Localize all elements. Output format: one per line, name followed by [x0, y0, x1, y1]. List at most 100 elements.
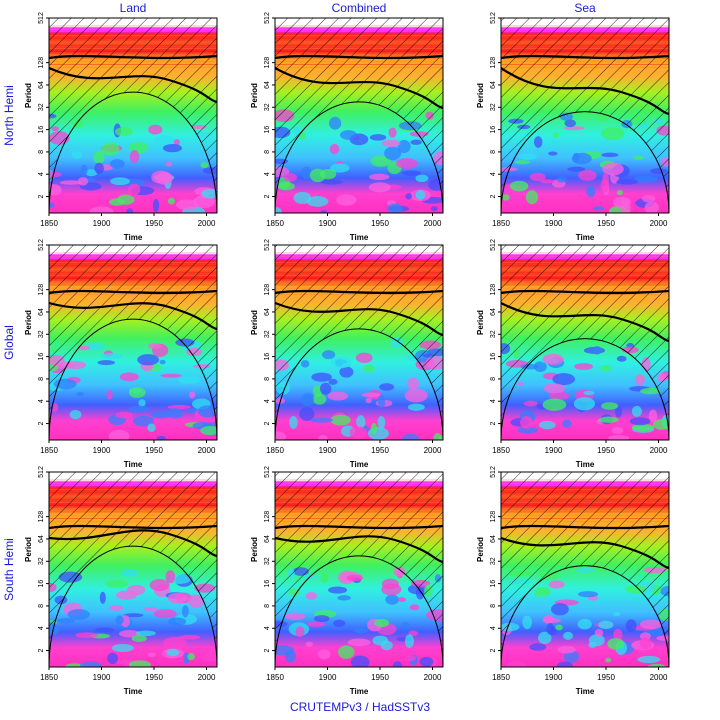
y-tick-label: 64 — [38, 81, 45, 89]
y-tick-label: 32 — [264, 557, 271, 565]
power-blob — [506, 661, 527, 667]
power-blob — [631, 405, 642, 417]
x-tick-label: 2000 — [198, 219, 216, 228]
y-axis-label: Period — [476, 310, 485, 335]
power-blob — [415, 174, 429, 183]
row-title: North Hemi — [2, 85, 16, 146]
y-tick-label: 64 — [264, 308, 271, 316]
x-tick-label: 2000 — [424, 446, 442, 455]
power-blob — [362, 364, 375, 373]
power-blob — [159, 359, 166, 365]
power-blob — [575, 567, 596, 573]
power-blob — [410, 139, 422, 145]
power-blob — [548, 151, 558, 156]
plot-frame — [274, 17, 444, 214]
plot-frame — [500, 244, 670, 441]
power-blob — [634, 175, 658, 183]
power-blob — [97, 360, 116, 366]
power-blob — [516, 381, 525, 387]
power-blob — [419, 656, 434, 667]
x-tick-label: 1900 — [93, 673, 111, 682]
power-blob — [616, 355, 627, 362]
x-tick-label: 2000 — [198, 673, 216, 682]
x-tick-label: 1900 — [545, 673, 563, 682]
power-blob — [388, 127, 397, 138]
power-blob — [311, 372, 332, 382]
power-blob — [135, 630, 156, 637]
power-blob — [601, 152, 619, 158]
power-blob — [542, 353, 564, 365]
power-blob — [556, 661, 573, 667]
plot-frame — [274, 244, 444, 441]
power-blob — [320, 209, 328, 213]
plot-frame — [274, 471, 444, 668]
power-blob — [187, 653, 195, 661]
y-tick-label: 2 — [38, 195, 45, 199]
power-blob — [583, 390, 595, 396]
power-blob — [355, 352, 373, 364]
plot-area — [275, 472, 443, 667]
power-blob — [522, 615, 532, 630]
power-blob — [529, 643, 547, 651]
power-blob — [289, 415, 298, 430]
power-blob — [577, 618, 592, 630]
power-blob — [552, 373, 575, 386]
power-blob — [330, 356, 352, 369]
power-blob — [57, 618, 75, 624]
plot-area — [501, 245, 669, 440]
power-blob — [555, 624, 563, 631]
row-title: Global — [2, 325, 16, 360]
panel: 1850 1900 1950 2000 2 4 8 16 32 64 128 512 Time Perio… — [250, 466, 444, 696]
cone-hatch — [501, 472, 669, 667]
power-blob — [200, 426, 217, 436]
cone-hatch — [275, 472, 443, 667]
x-tick-label: 1850 — [40, 673, 58, 682]
x-tick-label: 1950 — [371, 219, 389, 228]
power-blob — [592, 346, 603, 355]
power-blob — [377, 394, 386, 409]
power-blob — [368, 182, 391, 193]
power-blob — [598, 416, 619, 423]
x-tick-label: 1850 — [492, 219, 510, 228]
power-blob — [635, 374, 645, 386]
x-tick-label: 1850 — [492, 446, 510, 455]
power-blob — [309, 417, 334, 423]
power-blob — [648, 409, 658, 423]
power-blob — [305, 591, 317, 600]
power-blob — [520, 416, 533, 429]
power-blob — [306, 621, 326, 627]
power-blob — [106, 390, 113, 400]
y-tick-label: 16 — [490, 580, 497, 588]
power-blob — [275, 431, 287, 440]
power-blob — [538, 631, 552, 645]
power-blob — [625, 619, 637, 633]
power-blob — [132, 415, 155, 427]
power-blob — [402, 433, 420, 440]
power-blob — [517, 426, 538, 434]
power-blob — [299, 407, 315, 422]
power-blob — [397, 139, 411, 154]
column-title: Sea — [574, 1, 596, 15]
power-blob — [563, 126, 585, 131]
y-tick-label: 128 — [38, 57, 45, 69]
power-blob — [128, 660, 151, 667]
power-blob — [365, 397, 372, 404]
power-blob — [594, 628, 604, 637]
x-tick-label: 1850 — [40, 446, 58, 455]
x-axis-label: Time — [350, 687, 369, 696]
x-tick-label: 1950 — [597, 673, 615, 682]
y-tick-label: 4 — [38, 172, 45, 176]
power-blob — [330, 163, 350, 173]
y-tick-label: 64 — [38, 535, 45, 543]
plot-area — [49, 472, 217, 667]
power-blob — [199, 649, 217, 662]
y-tick-label: 16 — [264, 126, 271, 134]
x-tick-label: 1900 — [319, 219, 337, 228]
power-blob — [611, 426, 624, 435]
significance-contour — [501, 54, 669, 116]
power-blob — [129, 150, 140, 164]
cone-of-influence — [275, 101, 443, 213]
x-axis-label: Time — [124, 687, 143, 696]
x-tick-label: 1900 — [545, 219, 563, 228]
power-blob — [94, 627, 115, 633]
